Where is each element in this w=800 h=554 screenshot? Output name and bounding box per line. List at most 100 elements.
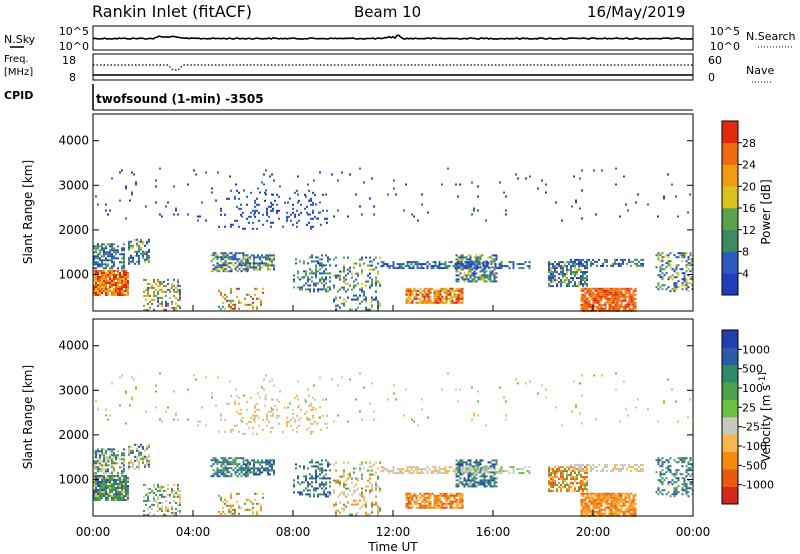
echo-cell	[491, 266, 494, 269]
echo-cell	[604, 287, 607, 290]
echo-cell	[612, 506, 615, 509]
echo-cell	[325, 288, 327, 291]
echo-cell	[620, 305, 623, 308]
echo-cell	[465, 278, 468, 281]
echo-cell	[232, 508, 234, 511]
echo-cell	[95, 255, 97, 258]
echo-cell	[148, 258, 150, 261]
echo-cell	[97, 274, 99, 276]
echo-cell	[123, 270, 125, 272]
echo-cell	[487, 276, 490, 279]
echo-cell	[620, 504, 623, 507]
echo-cell	[685, 286, 688, 289]
echo-cell	[244, 508, 246, 511]
echo-cell	[232, 299, 234, 302]
echo-cell	[460, 466, 463, 469]
echo-cell	[441, 502, 444, 505]
echo-cell	[562, 474, 564, 477]
echo-cell	[167, 304, 169, 307]
echo-cell	[93, 456, 95, 459]
echo-cell	[155, 179, 157, 182]
echo-cell	[95, 472, 97, 475]
echo-cell	[494, 472, 497, 475]
echo-cell	[411, 301, 414, 304]
echo-cell	[343, 503, 345, 506]
echo-cell	[638, 264, 640, 267]
echo-cell	[109, 489, 111, 491]
echo-cell	[483, 278, 486, 281]
echo-cell	[131, 171, 133, 174]
echo-cell	[466, 472, 469, 475]
echo-cell	[441, 506, 444, 509]
echo-cell	[115, 475, 117, 477]
echo-cell	[103, 247, 105, 250]
echo-cell	[632, 291, 635, 294]
echo-cell	[119, 481, 121, 483]
echo-cell	[101, 483, 103, 485]
echo-cell	[679, 252, 682, 255]
echo-cell	[604, 258, 606, 261]
echo-cell	[596, 295, 599, 298]
echo-cell	[592, 500, 595, 503]
echo-cell	[619, 215, 621, 218]
echo-cell	[457, 256, 460, 259]
echo-cell	[610, 500, 613, 503]
echo-cell	[584, 291, 587, 294]
echo-cell	[578, 283, 580, 286]
echo-cell	[105, 497, 107, 499]
echo-cell	[117, 491, 119, 493]
echo-cell	[337, 209, 339, 212]
echo-cell	[107, 259, 109, 262]
echo-cell	[622, 502, 625, 505]
echo-cell	[333, 463, 335, 466]
echo-cell	[222, 252, 225, 255]
echo-cell	[375, 256, 377, 259]
echo-cell	[586, 494, 589, 497]
echo-cell	[608, 291, 611, 294]
echo-cell	[377, 507, 379, 510]
echo-cell	[500, 265, 503, 268]
echo-cell	[590, 502, 593, 505]
echo-cell	[425, 504, 428, 507]
echo-cell	[612, 289, 615, 292]
echo-cell	[469, 280, 472, 283]
echo-cell	[386, 265, 389, 268]
echo-cell	[252, 305, 254, 308]
echo-cell	[580, 494, 583, 497]
echo-cell	[504, 470, 507, 473]
echo-cell	[426, 470, 429, 473]
echo-cell	[659, 481, 662, 484]
echo-cell	[369, 284, 371, 287]
echo-cell	[99, 487, 101, 489]
echo-cell	[616, 494, 619, 497]
echo-cell	[247, 268, 249, 271]
echo-cell	[254, 404, 256, 407]
echo-cell	[252, 307, 254, 310]
echo-cell	[220, 457, 223, 460]
echo-cell	[130, 445, 132, 448]
echo-cell	[95, 481, 97, 483]
echo-cell	[297, 270, 299, 273]
echo-cell	[276, 211, 278, 214]
echo-cell	[93, 483, 95, 485]
echo-cell	[592, 467, 594, 470]
echo-cell	[127, 290, 129, 292]
echo-cell	[606, 264, 608, 267]
echo-cell	[620, 291, 623, 294]
echo-cell	[97, 255, 99, 258]
echo-cell	[495, 254, 498, 257]
echo-cell	[407, 291, 410, 294]
echo-cell	[243, 258, 245, 261]
echo-cell	[121, 466, 123, 469]
echo-cell	[479, 270, 482, 273]
echo-cell	[93, 245, 95, 248]
echo-cell	[562, 476, 564, 479]
echo-cell	[659, 475, 662, 478]
echo-cell	[614, 287, 617, 290]
echo-cell	[429, 506, 432, 509]
echo-cell	[494, 267, 497, 270]
echo-cell	[153, 513, 155, 516]
echo-cell	[616, 297, 619, 300]
echo-cell	[580, 470, 582, 473]
